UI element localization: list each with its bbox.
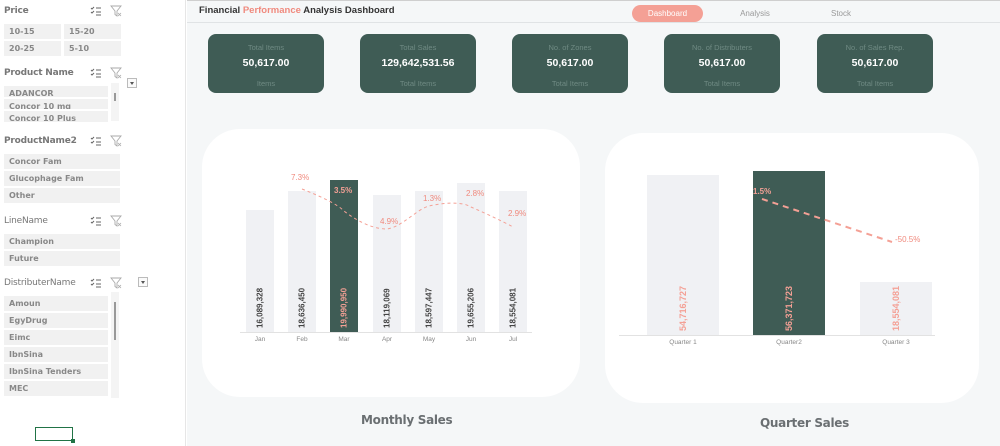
tab-stock[interactable]: Stock [830,9,851,18]
pct-label: -50.5% [895,235,921,244]
kpi-no-of-distributers: No. of Distributers 50,617.00 Total Item… [664,34,780,93]
clear-filter-icon[interactable] [110,135,122,147]
x-label: Jun [465,336,477,343]
slicer-price[interactable]: Price 10-15 15-20 20-25 5-10 [4,4,122,56]
pct-label: 1.3% [423,194,442,203]
x-label: Quarter2 [776,339,802,346]
slicer-item[interactable]: EgyDrug [4,313,108,328]
bar-apr[interactable]: 18,119,069 [373,195,401,332]
slicer-panel: Price 10-15 15-20 20-25 5-10 Product Nam… [0,0,186,446]
slicer-item[interactable]: Future [4,251,120,266]
header-bar: Financial Performance Analysis Dashboard… [187,0,1000,23]
pct-label: 2.9% [508,209,527,218]
slicer-item[interactable]: 5-10 [64,41,121,56]
pct-label: 3.5% [334,186,353,195]
slicer-item[interactable]: IbnSina Tenders [4,364,108,379]
x-label: Jan [254,336,266,343]
tab-dashboard[interactable]: Dashboard [632,5,703,22]
slicer-item[interactable]: 15-20 [64,24,121,39]
clear-filter-icon[interactable] [110,215,122,227]
slicer-item[interactable]: Concor 10 Plus [4,111,108,122]
slicer-item[interactable]: 10-15 [4,24,61,39]
x-label: Feb [296,336,308,343]
pct-label: 7.3% [291,173,310,182]
slicer-title: LineName [4,216,48,226]
multi-select-icon[interactable] [90,135,102,147]
x-label: May [422,336,436,343]
bar-jan[interactable]: 16,089,328 [246,210,274,332]
x-axis [619,335,935,336]
x-label: Apr [381,336,393,343]
multi-select-icon[interactable] [90,277,102,289]
chart-title-quarter: Quarter Sales [760,416,849,430]
multi-select-icon[interactable] [90,5,102,17]
slicer-title: ProductName2 [4,136,77,146]
slicer-productname2[interactable]: ProductName2 Concor Fam Glucophage Fam O… [4,134,122,203]
scrollbar-thumb[interactable] [114,93,116,101]
pct-label: 2.8% [466,189,485,198]
bar-may[interactable]: 18,597,447 [415,191,443,332]
bar-quarter-1[interactable]: 54,716,727 [647,175,719,335]
monthly-sales-chart[interactable]: 16,089,328 18,636,450 19,990,950 18,119,… [202,129,580,397]
dropdown-arrow-icon[interactable] [138,277,148,287]
chart-title-monthly: Monthly Sales [361,413,453,427]
bar-mar[interactable]: 19,990,950 [330,180,358,332]
x-axis [240,332,532,333]
slicer-item[interactable]: Champion [4,234,120,249]
selected-cell[interactable] [35,427,75,443]
clear-filter-icon[interactable] [110,5,122,17]
kpi-total-sales: Total Sales 129,642,531.56 Total Items [360,34,476,93]
x-label: Quarter 3 [882,339,910,346]
x-label: Mar [338,336,350,343]
slicer-item[interactable]: Concor 10 mg [4,98,108,110]
slicer-linename[interactable]: LineName Champion Future [4,214,122,266]
slicer-scrollbar[interactable] [111,83,119,121]
slicer-item[interactable]: Concor Fam [4,154,120,169]
slicer-item[interactable]: ADANCOR [4,86,108,97]
slicer-title: Price [4,6,29,16]
multi-select-icon[interactable] [90,67,102,79]
slicer-scrollbar[interactable] [111,292,119,398]
dashboard-area: Financial Performance Analysis Dashboard… [187,0,1000,446]
slicer-item[interactable]: Glucophage Fam [4,171,120,186]
slicer-item[interactable]: Eimc [4,330,108,345]
kpi-no-of-sales-rep: No. of Sales Rep. 50,617.00 Total Items [817,34,933,93]
kpi-total-items: Total Items 50,617.00 Items [208,34,324,93]
quarter-sales-chart[interactable]: 54,716,727 56,371,723 18,554,081 Quarter… [605,133,979,403]
clear-filter-icon[interactable] [110,277,122,289]
slicer-item[interactable]: MEC [4,381,108,396]
bar-quarter-3[interactable]: 18,554,081 [860,282,932,335]
multi-select-icon[interactable] [90,215,102,227]
pct-label: 1.5% [753,187,772,196]
pct-label: 4.9% [380,217,399,226]
bar-feb[interactable]: 18,636,450 [288,191,316,332]
slicer-title: Product Name [4,68,74,78]
x-label: Jul [508,336,518,343]
tab-analysis[interactable]: Analysis [740,9,770,18]
slicer-item[interactable]: IbnSina [4,347,108,362]
scrollbar-thumb[interactable] [114,302,116,340]
x-label: Quarter 1 [669,339,697,346]
slicer-product-name[interactable]: Product Name ADANCOR Concor 10 mg Concor… [4,66,122,122]
slicer-distributername[interactable]: DistributerName Amoun EgyDrug Eimc IbnSi… [4,276,122,396]
kpi-no-of-zones: No. of Zones 50,617.00 Total Items [512,34,628,93]
slicer-item[interactable]: 20-25 [4,41,61,56]
page-title: Financial Performance Analysis Dashboard [199,5,395,16]
bar-jun[interactable]: 19,655,206 [457,183,485,332]
slicer-item[interactable]: Amoun [4,296,108,311]
clear-filter-icon[interactable] [110,67,122,79]
slicer-item[interactable]: Other [4,188,120,203]
dropdown-arrow-icon[interactable] [127,78,137,88]
slicer-title: DistributerName [4,278,76,288]
